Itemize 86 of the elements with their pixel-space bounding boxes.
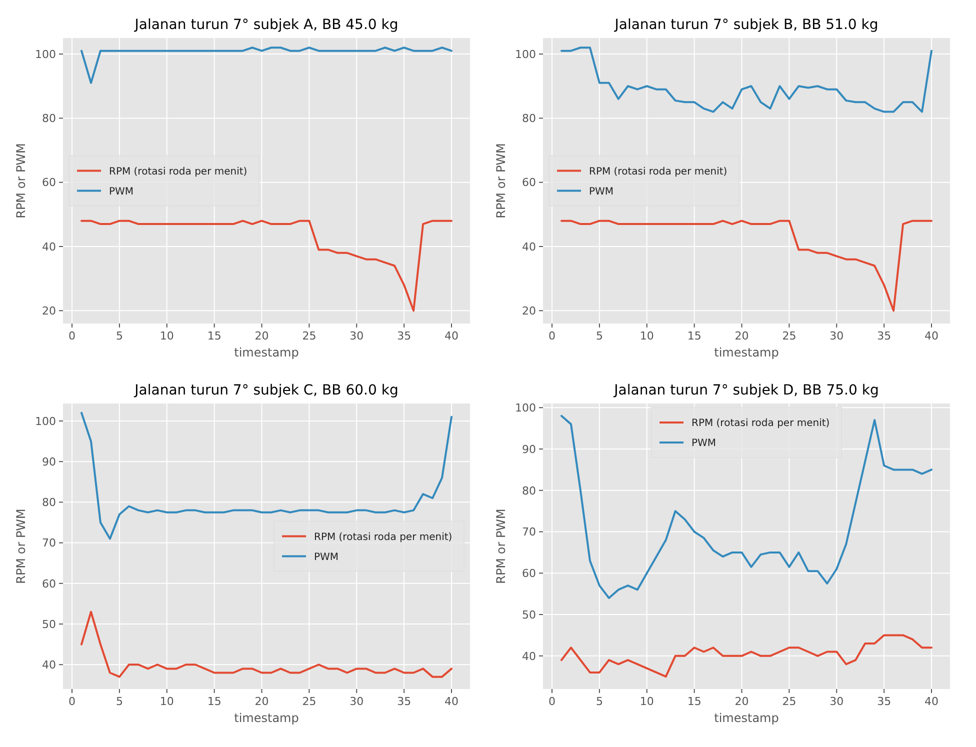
x-tick-label: 5 <box>116 695 123 708</box>
legend-label: PWM <box>692 438 716 449</box>
x-tick-label: 25 <box>302 330 316 342</box>
x-tick-label: 30 <box>830 695 844 708</box>
y-tick-label: 90 <box>522 442 536 456</box>
y-tick-label: 70 <box>42 536 56 550</box>
legend-label: PWM <box>109 186 134 198</box>
y-tick-label: 80 <box>42 112 56 126</box>
x-tick-label: 0 <box>548 695 556 708</box>
x-tick-label: 20 <box>254 330 269 342</box>
x-axis-title: timestamp <box>714 346 779 360</box>
y-tick-label: 70 <box>522 526 536 539</box>
x-tick-label: 25 <box>782 330 796 342</box>
x-tick-label: 40 <box>924 695 938 708</box>
x-tick-label: 15 <box>207 330 222 342</box>
chart-title: Jalanan turun 7° subjek D, BB 75.0 kg <box>613 382 879 398</box>
x-tick-label: 20 <box>734 330 749 342</box>
x-tick-label: 25 <box>782 695 796 708</box>
y-tick-label: 40 <box>42 658 56 672</box>
chart-title: Jalanan turun 7° subjek A, BB 45.0 kg <box>134 17 398 33</box>
x-tick-label: 25 <box>302 695 316 708</box>
x-tick-label: 35 <box>397 695 412 708</box>
y-axis-title: RPM or PWM <box>14 143 28 218</box>
x-tick-label: 5 <box>596 695 603 708</box>
y-axis-title: RPM or PWM <box>14 508 28 584</box>
line-series <box>560 220 932 312</box>
x-tick-label: 30 <box>830 330 844 342</box>
y-tick-label: 100 <box>515 48 536 61</box>
x-tick-label: 10 <box>640 695 654 708</box>
y-tick-label: 60 <box>42 176 56 190</box>
legend-label: RPM (rotasi roda per menit) <box>589 166 728 178</box>
x-tick-label: 5 <box>596 330 603 342</box>
chart-title: Jalanan turun 7° subjek C, BB 60.0 kg <box>134 382 398 398</box>
x-tick-label: 0 <box>548 330 556 342</box>
x-tick-label: 30 <box>350 695 364 708</box>
x-tick-label: 10 <box>160 695 174 708</box>
x-tick-label: 10 <box>640 330 654 342</box>
y-tick-label: 80 <box>522 484 536 498</box>
x-tick-label: 40 <box>444 695 458 708</box>
x-tick-label: 5 <box>116 330 123 342</box>
x-tick-label: 15 <box>687 695 702 708</box>
y-tick-label: 100 <box>35 48 56 61</box>
legend-label: RPM (rotasi roda per menit) <box>109 166 248 178</box>
line-series <box>80 610 452 678</box>
y-tick-label: 50 <box>522 608 536 622</box>
x-tick-label: 15 <box>207 695 222 708</box>
x-tick-label: 20 <box>254 695 269 708</box>
x-tick-label: 35 <box>877 695 892 708</box>
x-tick-label: 40 <box>924 330 938 342</box>
y-tick-label: 60 <box>42 577 56 590</box>
x-tick-label: 20 <box>734 695 749 708</box>
x-axis-title: timestamp <box>234 711 299 725</box>
line-series <box>560 46 932 113</box>
y-tick-label: 50 <box>42 618 56 631</box>
y-tick-label: 60 <box>522 566 536 580</box>
x-tick-label: 30 <box>350 330 364 342</box>
legend-label: PWM <box>314 552 339 563</box>
x-tick-label: 35 <box>397 330 412 342</box>
x-tick-label: 0 <box>68 695 76 708</box>
y-tick-label: 60 <box>522 176 536 190</box>
x-tick-label: 35 <box>877 330 892 342</box>
chart-title: Jalanan turun 7° subjek B, BB 51.0 kg <box>614 17 878 33</box>
y-tick-label: 40 <box>522 240 536 254</box>
y-tick-label: 100 <box>35 414 56 428</box>
x-tick-label: 15 <box>687 330 702 342</box>
y-tick-label: 80 <box>42 496 56 510</box>
y-axis-title: RPM or PWM <box>494 143 508 218</box>
legend-label: RPM (rotasi roda per menit) <box>314 532 452 543</box>
y-tick-label: 20 <box>42 304 56 318</box>
x-axis-title: timestamp <box>714 711 779 725</box>
line-series <box>560 414 932 599</box>
line-series <box>560 634 932 678</box>
y-axis-title: RPM or PWM <box>494 508 508 584</box>
x-tick-label: 10 <box>160 330 174 342</box>
x-tick-label: 0 <box>68 330 76 342</box>
y-tick-label: 90 <box>42 455 56 468</box>
y-tick-label: 40 <box>522 650 536 663</box>
x-axis-title: timestamp <box>234 346 299 360</box>
x-tick-label: 40 <box>444 330 458 342</box>
y-tick-label: 40 <box>42 240 56 254</box>
legend-label: PWM <box>589 186 614 198</box>
y-tick-label: 20 <box>522 304 536 318</box>
line-series <box>80 220 452 312</box>
y-tick-label: 100 <box>515 401 536 414</box>
y-tick-label: 80 <box>522 112 536 126</box>
legend-label: RPM (rotasi roda per menit) <box>692 418 830 429</box>
